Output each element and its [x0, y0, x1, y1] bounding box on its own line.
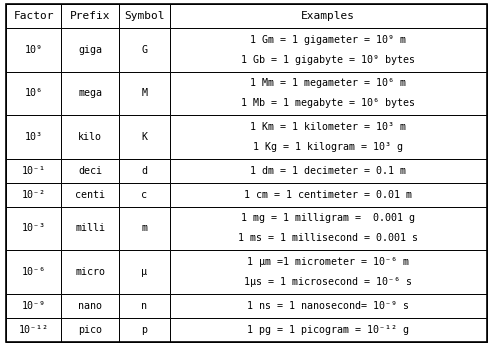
- Text: 1 Mm = 1 megameter = 10⁶ m: 1 Mm = 1 megameter = 10⁶ m: [250, 79, 406, 89]
- Bar: [170, 72, 487, 115]
- Bar: [119, 72, 170, 115]
- Text: 1 Mb = 1 megabyte = 10⁶ bytes: 1 Mb = 1 megabyte = 10⁶ bytes: [241, 98, 415, 108]
- Bar: [6, 294, 61, 318]
- Bar: [61, 115, 119, 158]
- Text: 1 ns = 1 nanosecond= 10⁻⁹ s: 1 ns = 1 nanosecond= 10⁻⁹ s: [247, 301, 409, 311]
- Bar: [119, 207, 170, 250]
- Text: 1 pg = 1 picogram = 10⁻¹² g: 1 pg = 1 picogram = 10⁻¹² g: [247, 325, 409, 335]
- Bar: [170, 4, 487, 28]
- Text: giga: giga: [78, 45, 102, 55]
- Bar: [61, 72, 119, 115]
- Text: 1 μm =1 micrometer = 10⁻⁶ m: 1 μm =1 micrometer = 10⁻⁶ m: [247, 257, 409, 267]
- Text: Examples: Examples: [301, 11, 355, 21]
- Text: 1 dm = 1 decimeter = 0.1 m: 1 dm = 1 decimeter = 0.1 m: [250, 166, 406, 175]
- Text: 10⁻⁹: 10⁻⁹: [22, 301, 45, 311]
- Text: milli: milli: [75, 224, 105, 234]
- Bar: [119, 250, 170, 294]
- Text: deci: deci: [78, 166, 102, 175]
- Bar: [61, 28, 119, 72]
- Text: Symbol: Symbol: [124, 11, 165, 21]
- Text: 1 Kg = 1 kilogram = 10³ g: 1 Kg = 1 kilogram = 10³ g: [253, 142, 403, 152]
- Text: 1 Gm = 1 gigameter = 10⁹ m: 1 Gm = 1 gigameter = 10⁹ m: [250, 35, 406, 45]
- Bar: [119, 4, 170, 28]
- Bar: [170, 294, 487, 318]
- Text: 1 Km = 1 kilometer = 10³ m: 1 Km = 1 kilometer = 10³ m: [250, 122, 406, 132]
- Text: 1 mg = 1 milligram =  0.001 g: 1 mg = 1 milligram = 0.001 g: [241, 213, 415, 224]
- Text: K: K: [141, 132, 147, 142]
- Bar: [6, 158, 61, 183]
- Bar: [119, 28, 170, 72]
- Text: 1μs = 1 microsecond = 10⁻⁶ s: 1μs = 1 microsecond = 10⁻⁶ s: [245, 277, 412, 287]
- Bar: [170, 28, 487, 72]
- Bar: [6, 72, 61, 115]
- Bar: [170, 207, 487, 250]
- Bar: [61, 207, 119, 250]
- Text: m: m: [141, 224, 147, 234]
- Bar: [119, 183, 170, 207]
- Bar: [61, 4, 119, 28]
- Text: G: G: [141, 45, 147, 55]
- Bar: [6, 207, 61, 250]
- Text: nano: nano: [78, 301, 102, 311]
- Text: M: M: [141, 88, 147, 98]
- Bar: [61, 294, 119, 318]
- Text: 10⁶: 10⁶: [25, 88, 42, 98]
- Bar: [119, 158, 170, 183]
- Text: n: n: [141, 301, 147, 311]
- Text: micro: micro: [75, 267, 105, 277]
- Bar: [61, 250, 119, 294]
- Text: mega: mega: [78, 88, 102, 98]
- Bar: [170, 318, 487, 342]
- Bar: [61, 183, 119, 207]
- Text: Factor: Factor: [13, 11, 54, 21]
- Bar: [6, 115, 61, 158]
- Text: Prefix: Prefix: [70, 11, 110, 21]
- Text: 10⁻¹: 10⁻¹: [22, 166, 45, 175]
- Bar: [170, 158, 487, 183]
- Text: c: c: [141, 190, 147, 200]
- Bar: [170, 250, 487, 294]
- Bar: [119, 318, 170, 342]
- Bar: [61, 158, 119, 183]
- Text: 10⁻⁶: 10⁻⁶: [22, 267, 45, 277]
- Bar: [6, 4, 61, 28]
- Bar: [61, 318, 119, 342]
- Text: 1 cm = 1 centimeter = 0.01 m: 1 cm = 1 centimeter = 0.01 m: [245, 190, 412, 200]
- Text: d: d: [141, 166, 147, 175]
- Bar: [119, 115, 170, 158]
- Text: 1 Gb = 1 gigabyte = 10⁹ bytes: 1 Gb = 1 gigabyte = 10⁹ bytes: [241, 55, 415, 65]
- Bar: [6, 250, 61, 294]
- Text: 10⁻²: 10⁻²: [22, 190, 45, 200]
- Bar: [170, 115, 487, 158]
- Text: 10⁻¹²: 10⁻¹²: [19, 325, 49, 335]
- Text: kilo: kilo: [78, 132, 102, 142]
- Text: centi: centi: [75, 190, 105, 200]
- Text: 10³: 10³: [25, 132, 42, 142]
- Text: 1 ms = 1 millisecond = 0.001 s: 1 ms = 1 millisecond = 0.001 s: [238, 234, 418, 244]
- Text: pico: pico: [78, 325, 102, 335]
- Text: p: p: [141, 325, 147, 335]
- Bar: [170, 183, 487, 207]
- Text: 10⁻³: 10⁻³: [22, 224, 45, 234]
- Text: 10⁹: 10⁹: [25, 45, 42, 55]
- Text: μ: μ: [141, 267, 147, 277]
- Bar: [6, 183, 61, 207]
- Bar: [119, 294, 170, 318]
- Bar: [6, 28, 61, 72]
- Bar: [6, 318, 61, 342]
